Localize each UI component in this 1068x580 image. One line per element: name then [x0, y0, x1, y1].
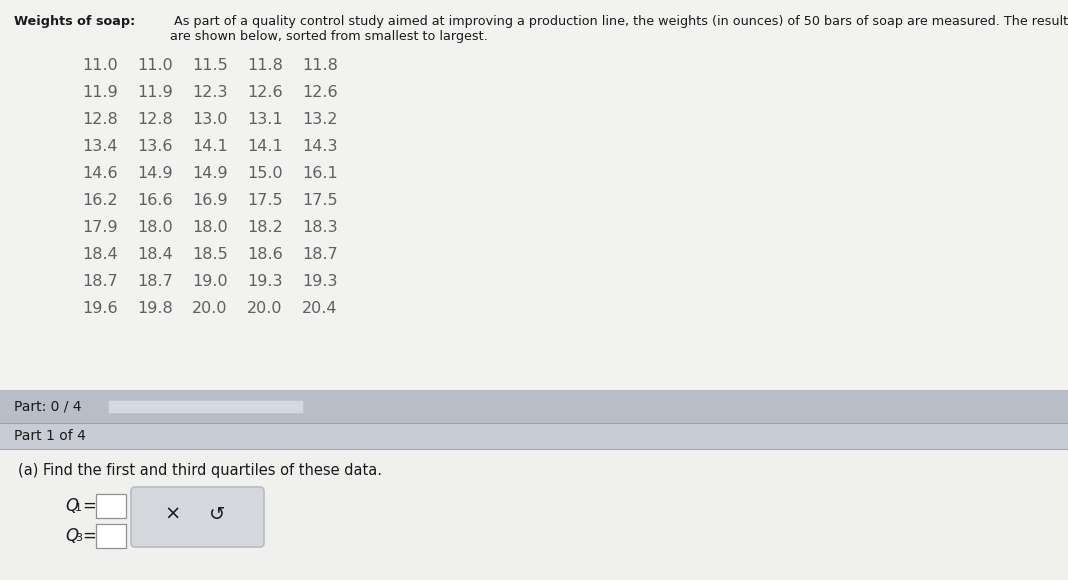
- Text: 18.2: 18.2: [247, 220, 283, 235]
- Text: ↺: ↺: [209, 505, 225, 524]
- Text: 11.5: 11.5: [192, 58, 227, 73]
- Text: =: =: [82, 497, 96, 515]
- Text: (a) Find the first and third quartiles of these data.: (a) Find the first and third quartiles o…: [18, 463, 382, 478]
- Text: 18.0: 18.0: [137, 220, 173, 235]
- Text: 11.8: 11.8: [302, 58, 337, 73]
- Text: 18.4: 18.4: [82, 247, 117, 262]
- Text: 19.6: 19.6: [82, 301, 117, 316]
- Text: 18.3: 18.3: [302, 220, 337, 235]
- Text: 20.0: 20.0: [248, 301, 283, 316]
- Text: As part of a quality control study aimed at improving a production line, the wei: As part of a quality control study aimed…: [171, 15, 1068, 43]
- Text: 13.2: 13.2: [302, 112, 337, 127]
- Text: 11.9: 11.9: [137, 85, 173, 100]
- Text: Part 1 of 4: Part 1 of 4: [14, 429, 85, 443]
- Text: 20.4: 20.4: [302, 301, 337, 316]
- Text: 14.9: 14.9: [192, 166, 227, 181]
- Text: 12.8: 12.8: [137, 112, 173, 127]
- Text: 18.0: 18.0: [192, 220, 227, 235]
- Text: =: =: [82, 527, 96, 545]
- Text: 11.0: 11.0: [137, 58, 173, 73]
- Text: 11.8: 11.8: [247, 58, 283, 73]
- Text: 18.5: 18.5: [192, 247, 227, 262]
- Text: 17.5: 17.5: [247, 193, 283, 208]
- Text: 15.0: 15.0: [247, 166, 283, 181]
- Text: 13.6: 13.6: [138, 139, 173, 154]
- Text: 18.7: 18.7: [302, 247, 337, 262]
- FancyBboxPatch shape: [0, 0, 1068, 390]
- Text: 13.1: 13.1: [247, 112, 283, 127]
- Text: 16.1: 16.1: [302, 166, 337, 181]
- Text: 19.8: 19.8: [137, 301, 173, 316]
- Text: 1: 1: [75, 503, 82, 513]
- Text: 18.6: 18.6: [247, 247, 283, 262]
- FancyBboxPatch shape: [0, 423, 1068, 449]
- Text: 11.0: 11.0: [82, 58, 117, 73]
- Text: 19.3: 19.3: [248, 274, 283, 289]
- Text: 20.0: 20.0: [192, 301, 227, 316]
- Text: 19.0: 19.0: [192, 274, 227, 289]
- FancyBboxPatch shape: [131, 487, 264, 547]
- Text: Weights of soap:: Weights of soap:: [14, 15, 136, 28]
- Text: 16.2: 16.2: [82, 193, 117, 208]
- Text: Part: 0 / 4: Part: 0 / 4: [14, 399, 81, 413]
- Text: 3: 3: [75, 533, 82, 543]
- Text: 17.5: 17.5: [302, 193, 337, 208]
- Text: 12.8: 12.8: [82, 112, 117, 127]
- Text: 17.9: 17.9: [82, 220, 117, 235]
- Text: 14.6: 14.6: [82, 166, 117, 181]
- Text: Q: Q: [65, 497, 78, 515]
- Text: 14.1: 14.1: [247, 139, 283, 154]
- Text: 14.1: 14.1: [192, 139, 227, 154]
- FancyBboxPatch shape: [96, 524, 126, 548]
- Text: 12.6: 12.6: [247, 85, 283, 100]
- FancyBboxPatch shape: [0, 449, 1068, 580]
- FancyBboxPatch shape: [96, 494, 126, 518]
- Text: 16.9: 16.9: [192, 193, 227, 208]
- Text: 19.3: 19.3: [302, 274, 337, 289]
- Text: 18.4: 18.4: [137, 247, 173, 262]
- Text: 18.7: 18.7: [82, 274, 117, 289]
- Text: 11.9: 11.9: [82, 85, 117, 100]
- Text: 12.3: 12.3: [192, 85, 227, 100]
- FancyBboxPatch shape: [108, 400, 303, 413]
- Text: ×: ×: [164, 505, 182, 524]
- Text: 14.9: 14.9: [137, 166, 173, 181]
- FancyBboxPatch shape: [0, 390, 1068, 423]
- Text: 16.6: 16.6: [137, 193, 173, 208]
- Text: 14.3: 14.3: [302, 139, 337, 154]
- Text: 13.4: 13.4: [82, 139, 117, 154]
- Text: 13.0: 13.0: [192, 112, 227, 127]
- Text: 12.6: 12.6: [302, 85, 337, 100]
- Text: 18.7: 18.7: [137, 274, 173, 289]
- Text: Q: Q: [65, 527, 78, 545]
